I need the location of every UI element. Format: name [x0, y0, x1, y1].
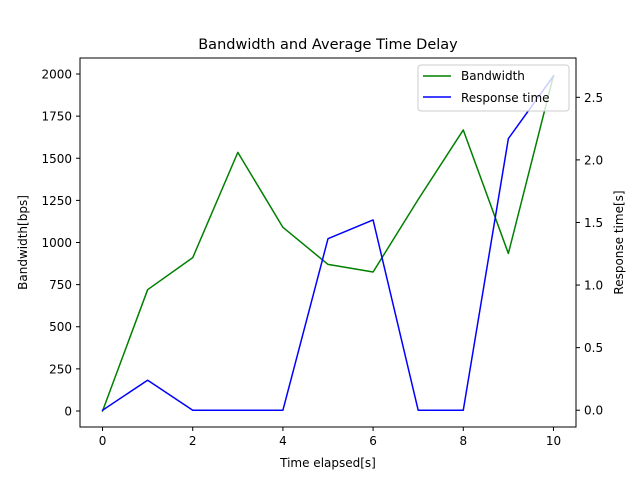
x-tick-label: 10 — [546, 434, 561, 448]
axes-ticks: 0 2 4 6 8 10 0 250 500 750 1000 1250 1500 1750 2000 0.0… — [41, 68, 603, 448]
legend-box — [417, 64, 570, 112]
y-tick-label-left: 1750 — [41, 110, 72, 124]
y-tick-label-left: 1250 — [41, 194, 72, 208]
y-tick-label-left: 0 — [64, 404, 72, 418]
legend: Bandwidth Response time — [417, 64, 570, 112]
y-tick-label-left: 250 — [49, 362, 72, 376]
y-axis-label-left: Bandwidth[bps] — [16, 195, 30, 290]
y-tick-label-right: 0.5 — [584, 341, 603, 355]
y-tick-label-left: 500 — [49, 320, 72, 334]
x-axis-label: Time elapsed[s] — [279, 456, 376, 470]
y-tick-label-right: 0.0 — [584, 404, 603, 418]
y-tick-label-left: 750 — [49, 278, 72, 292]
legend-label-response-time: Response time — [461, 91, 550, 105]
x-tick-label: 0 — [99, 434, 107, 448]
series-line-response-time — [101, 74, 555, 412]
y-tick-label-right: 1.0 — [584, 279, 603, 293]
x-tick-label: 2 — [189, 434, 197, 448]
y-tick-label-left: 2000 — [41, 68, 72, 82]
y-axis-label-right: Response time[s] — [612, 190, 626, 294]
legend-label-bandwidth: Bandwidth — [461, 69, 525, 83]
y-tick-label-left: 1500 — [41, 152, 72, 166]
y-tick-label-left: 1000 — [41, 236, 72, 250]
y-tick-label-right: 2.5 — [584, 91, 603, 105]
x-tick-label: 8 — [459, 434, 467, 448]
series-line-bandwidth — [101, 74, 555, 412]
x-tick-label: 4 — [279, 434, 287, 448]
chart-title: Bandwidth and Average Time Delay — [198, 37, 458, 53]
x-tick-label: 6 — [369, 434, 377, 448]
axes-frame — [79, 57, 577, 428]
y-tick-label-right: 2.0 — [584, 153, 603, 167]
y-tick-label-right: 1.5 — [584, 216, 603, 230]
series-lines — [101, 74, 555, 412]
